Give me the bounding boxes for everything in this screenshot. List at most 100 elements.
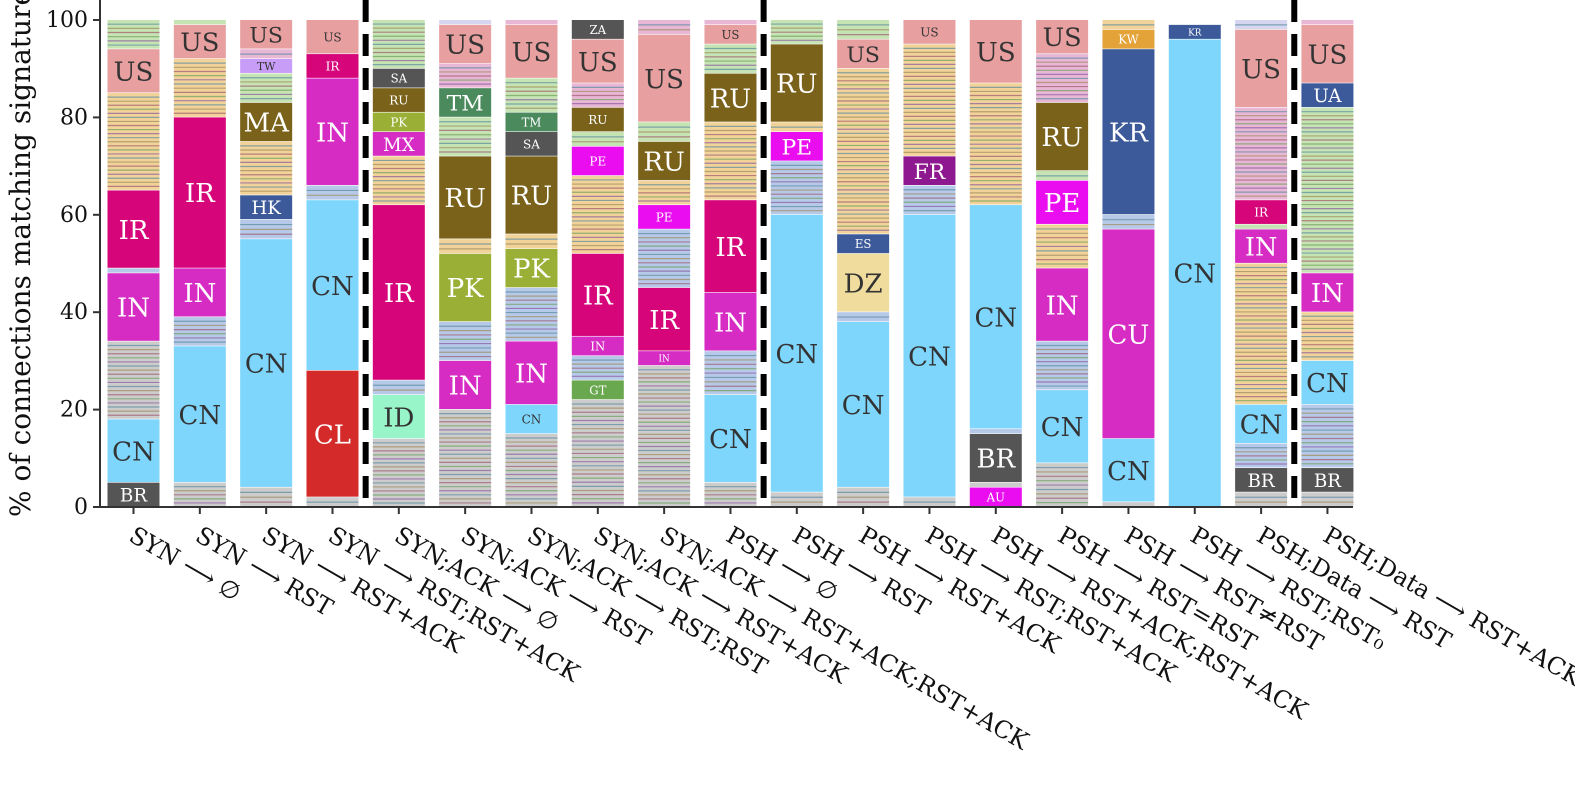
segment-label: US: [249, 23, 282, 48]
segment-label: PK: [513, 255, 550, 285]
bar-segment-other: [1235, 107, 1288, 200]
bar-segment-ir: [638, 287, 691, 351]
bar-segment-ir: [571, 253, 624, 336]
segment-label: US: [114, 57, 154, 87]
bar-segment-us: [306, 20, 359, 54]
bar-segment-gt: [571, 380, 624, 400]
bar-segment-other: [704, 20, 757, 25]
bar-segment-other: [1301, 20, 1354, 25]
x-tick-label: PSH;Data ⟶ RST+ACK: [1318, 521, 1575, 692]
bar-segment-in: [638, 351, 691, 366]
bar-segment-cn: [107, 419, 160, 483]
segment-label: IR: [716, 233, 747, 263]
y-tick-label: 100: [46, 8, 88, 33]
segment-label: PE: [589, 155, 606, 169]
bar-2: CN IN IR US: [173, 20, 226, 507]
bar-segment-cn: [173, 346, 226, 483]
bar-segment-in: [505, 341, 558, 405]
segment-label: PE: [656, 211, 673, 225]
bar-segment-other: [1235, 492, 1288, 507]
segment-label: BR: [120, 485, 148, 506]
bar-segment-other: [439, 239, 492, 254]
segment-label: CN: [842, 391, 885, 421]
segment-label: RU: [643, 148, 685, 178]
segment-label: US: [976, 38, 1016, 68]
bar-segment-ua: [1301, 83, 1354, 108]
bar-segment-us: [571, 39, 624, 83]
segment-label: US: [1241, 55, 1281, 85]
bar-segment-dz: [837, 253, 890, 312]
segment-label: MX: [383, 135, 415, 156]
segment-label: TM: [522, 115, 542, 129]
bar-segment-other: [1102, 502, 1155, 507]
bar-segment-ru: [571, 107, 624, 132]
segment-label: RU: [444, 184, 486, 214]
y-tick-label: 80: [60, 105, 88, 130]
bar-4: CL CN IN IR US: [306, 20, 359, 507]
bar-segment-pk: [439, 253, 492, 322]
segment-label: CL: [314, 420, 351, 450]
bar-segment-kr: [1102, 49, 1155, 215]
bar-segment-other: [439, 321, 492, 361]
segment-label: IN: [590, 339, 605, 353]
bar-segment-in: [1301, 273, 1354, 312]
segment-label: RU: [710, 84, 752, 114]
bar-segment-ir: [173, 117, 226, 268]
segment-label: CN: [522, 413, 542, 427]
segment-label: CN: [1041, 413, 1084, 443]
bar-14: AU BR CN US: [969, 20, 1022, 507]
segment-label: RU: [1041, 123, 1083, 153]
bar-segment-hk: [240, 195, 293, 220]
bar-segment-es: [837, 234, 890, 254]
bar-segment-au: [969, 487, 1022, 507]
bar-segment-us: [1036, 20, 1089, 54]
bar-segment-other: [505, 234, 558, 249]
bar-segment-in: [439, 360, 492, 409]
bar-segment-pe: [1036, 180, 1089, 224]
bar-segment-za: [571, 20, 624, 39]
segment-label: BR: [1314, 471, 1342, 492]
bar-segment-other: [372, 438, 425, 507]
segment-label: CN: [1306, 369, 1349, 399]
bar-15: CN IN PE RU US: [1036, 20, 1089, 507]
bar-segment-tm: [439, 88, 492, 117]
segment-label: CN: [1173, 260, 1216, 290]
y-tick-label: 20: [60, 398, 88, 423]
bar-3: CN HK MA TW US: [240, 20, 293, 507]
bar-19: BR CN IN UA US: [1301, 20, 1354, 507]
segment-label: TM: [447, 92, 484, 117]
bar-segment-ru: [704, 73, 757, 122]
bar-segment-ru: [770, 44, 823, 122]
segment-label: TW: [257, 60, 276, 73]
bar-10: CN IN IR RU US: [704, 20, 757, 507]
bar-segment-ru: [505, 156, 558, 234]
bar-segment-ru: [439, 156, 492, 239]
bar-16: CN CU KR KW: [1102, 20, 1155, 507]
segment-label: CN: [1107, 457, 1150, 487]
segment-label: IR: [326, 60, 341, 74]
segment-label: CN: [112, 437, 155, 467]
bar-segment-us: [638, 34, 691, 122]
segment-label: KR: [1109, 118, 1149, 148]
bar-segment-other: [571, 132, 624, 147]
bar-segment-cn: [704, 394, 757, 483]
bar-segment-ru: [372, 88, 425, 112]
bar-segment-us: [439, 24, 492, 64]
bar-segment-us: [505, 24, 558, 78]
segment-label: KW: [1118, 33, 1138, 47]
bar-segment-cn: [1102, 438, 1155, 502]
bar-segment-in: [571, 336, 624, 356]
bar-segment-other: [173, 20, 226, 25]
bar-segment-cn: [1301, 360, 1354, 405]
segment-label: US: [722, 28, 740, 42]
bar-segment-other: [1235, 263, 1288, 405]
bar-segment-br: [1235, 468, 1288, 492]
segment-label: DZ: [844, 269, 883, 299]
segment-label: GT: [589, 383, 606, 397]
bar-segment-in: [1036, 268, 1089, 341]
y-ticks: 0 20 40 60 80 100: [46, 8, 100, 520]
bar-segment-fr: [903, 156, 956, 185]
segment-label: US: [512, 38, 552, 68]
segment-label: US: [323, 30, 341, 44]
